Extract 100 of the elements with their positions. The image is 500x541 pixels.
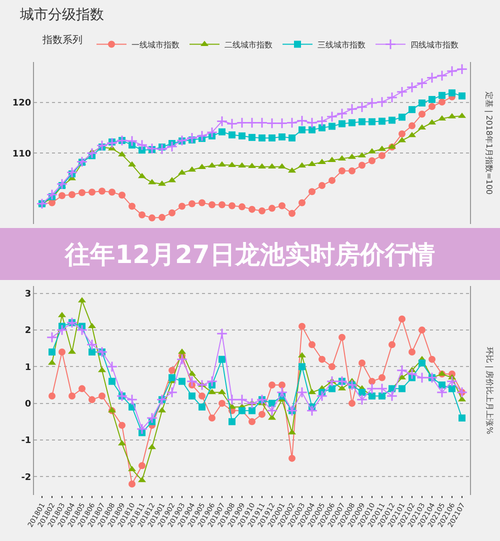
point (98, 188, 106, 195)
point (136, 423, 148, 435)
point (348, 400, 356, 407)
point (328, 176, 336, 184)
point (86, 147, 98, 159)
legend-label: 一线城市指数 (132, 40, 180, 50)
point (138, 211, 146, 218)
point (418, 360, 426, 366)
point (326, 376, 338, 387)
point (236, 394, 248, 406)
y-tick-label: -1 (21, 436, 32, 446)
point (208, 201, 216, 208)
point (198, 404, 206, 410)
point (216, 328, 228, 340)
point (118, 422, 126, 429)
point (258, 207, 266, 214)
point (106, 137, 118, 149)
point (356, 101, 368, 113)
point (228, 418, 236, 426)
point (278, 133, 286, 140)
point (398, 130, 406, 138)
point (448, 385, 456, 392)
point (398, 316, 406, 322)
point (218, 400, 226, 407)
legend-label: 二线城市指数 (224, 40, 272, 50)
point (368, 118, 376, 126)
point (326, 111, 338, 122)
point (288, 134, 296, 142)
point (66, 317, 78, 328)
point (358, 162, 366, 169)
point (316, 390, 328, 402)
point (58, 192, 66, 200)
point (228, 131, 236, 138)
point (396, 364, 408, 376)
point (218, 356, 226, 363)
point (356, 394, 368, 406)
point (228, 202, 236, 210)
y-tick-label: 2 (24, 326, 32, 336)
point (426, 72, 438, 84)
y-tick-label: 110 (12, 149, 32, 160)
point (428, 96, 436, 103)
point (388, 116, 396, 124)
point (398, 385, 406, 392)
point (398, 114, 406, 121)
point (446, 376, 458, 387)
point (46, 188, 58, 200)
point (186, 376, 198, 387)
point (316, 116, 328, 127)
point (238, 132, 246, 140)
point (378, 152, 386, 160)
point (96, 346, 108, 358)
point (188, 200, 196, 208)
point (458, 414, 466, 422)
point (416, 372, 428, 384)
point (396, 86, 408, 98)
point (266, 118, 278, 129)
point (286, 117, 298, 128)
point (448, 89, 456, 96)
y-tick-label: 0 (24, 399, 32, 410)
point (298, 126, 306, 134)
point (288, 454, 296, 462)
point (88, 396, 96, 404)
point (408, 106, 416, 114)
point (336, 108, 348, 120)
point (56, 324, 68, 336)
point (418, 100, 426, 107)
point (256, 117, 268, 128)
y-tick-label: -2 (21, 472, 32, 483)
point (378, 118, 386, 125)
point (206, 376, 218, 387)
point (156, 394, 168, 406)
point (128, 202, 136, 210)
point (226, 118, 238, 130)
point (458, 92, 466, 100)
point (358, 360, 366, 366)
point (366, 97, 378, 109)
point (248, 134, 256, 141)
point (76, 156, 88, 168)
point (206, 126, 218, 138)
point (136, 139, 148, 151)
point (248, 206, 256, 213)
point (48, 348, 56, 356)
point (418, 110, 426, 118)
point (376, 383, 388, 394)
point (286, 405, 298, 416)
point (186, 132, 198, 144)
point (346, 103, 358, 115)
point (456, 386, 468, 398)
point (148, 214, 156, 222)
point (446, 65, 458, 77)
point (408, 122, 416, 130)
point (296, 115, 308, 126)
point (348, 119, 356, 126)
point (428, 356, 436, 363)
point (168, 366, 176, 374)
point (378, 374, 386, 382)
point (438, 382, 446, 388)
point (176, 134, 188, 146)
point (158, 214, 166, 221)
point (128, 480, 136, 488)
